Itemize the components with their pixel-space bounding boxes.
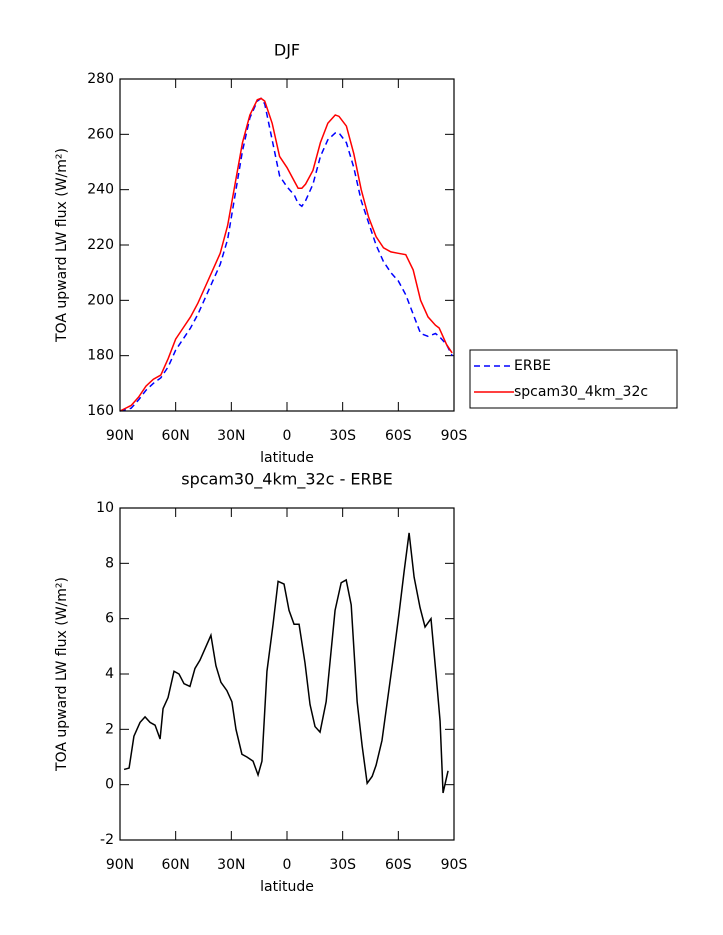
- chart-title: spcam30_4km_32c - ERBE: [181, 470, 392, 490]
- plot-frame: [119, 78, 455, 412]
- x-tick-label: 30S: [329, 428, 356, 444]
- y-tick-label: 0: [105, 777, 114, 793]
- y-axis-label: TOA upward LW flux (W/m²): [54, 577, 70, 772]
- y-tick-label: 260: [87, 126, 114, 142]
- data-line: [119, 97, 453, 412]
- x-tick-label: 30S: [329, 857, 356, 873]
- plot-frame: [119, 507, 455, 841]
- x-tick-label: 30N: [217, 857, 245, 873]
- x-tick-label: 30N: [217, 428, 245, 444]
- y-tick-label: 280: [87, 71, 114, 87]
- y-tick-label: 160: [87, 403, 114, 419]
- legend: ERBE spcam30_4km_32c: [469, 349, 678, 409]
- x-tick-label: 60N: [162, 857, 190, 873]
- chart-title: DJF: [274, 41, 300, 60]
- y-tick-label: 6: [105, 611, 114, 627]
- x-tick-label: 90N: [106, 428, 134, 444]
- legend-label: spcam30_4km_32c: [514, 384, 648, 400]
- y-tick-label: 4: [105, 666, 114, 682]
- y-tick-label: -2: [100, 832, 114, 848]
- x-tick-label: 90S: [441, 428, 468, 444]
- legend-box: [469, 349, 678, 409]
- y-tick-label: 200: [87, 292, 114, 308]
- x-tick-label: 60S: [385, 857, 412, 873]
- y-tick-label: 180: [87, 348, 114, 364]
- legend-label: ERBE: [514, 358, 551, 374]
- x-tick-label: 90N: [106, 857, 134, 873]
- x-tick-label: 0: [283, 428, 292, 444]
- y-axis-label: TOA upward LW flux (W/m²): [54, 148, 70, 343]
- x-axis-label: latitude: [260, 450, 314, 466]
- x-tick-label: 60S: [385, 428, 412, 444]
- data-line: [119, 97, 453, 412]
- x-tick-label: 0: [283, 857, 292, 873]
- y-tick-label: 2: [105, 721, 114, 737]
- y-tick-label: 220: [87, 237, 114, 253]
- x-tick-label: 60N: [162, 428, 190, 444]
- data-line: [123, 532, 449, 794]
- x-tick-label: 90S: [441, 857, 468, 873]
- y-tick-label: 8: [105, 555, 114, 571]
- y-tick-label: 240: [87, 182, 114, 198]
- x-axis-label: latitude: [260, 879, 314, 895]
- y-tick-label: 10: [96, 500, 114, 516]
